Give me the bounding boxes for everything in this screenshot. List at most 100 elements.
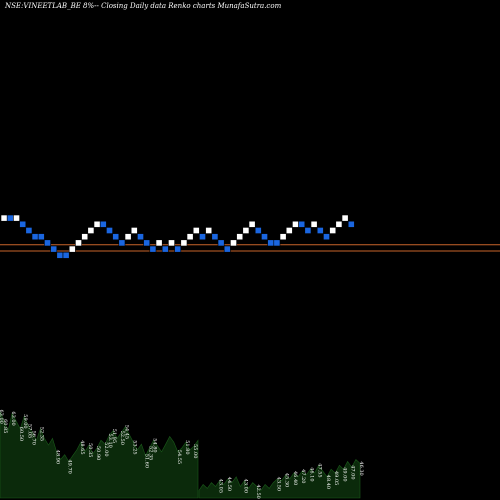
renko-brick-up bbox=[310, 220, 318, 228]
renko-brick-down bbox=[267, 239, 275, 247]
volume-label: 59.00 bbox=[22, 414, 28, 428]
volume-area bbox=[0, 411, 361, 499]
volume-label: 43.00 bbox=[242, 479, 248, 493]
volume-label: 63.00 bbox=[0, 410, 4, 424]
renko-brick-up bbox=[168, 239, 175, 247]
volume-label: 60.50 bbox=[18, 427, 24, 441]
volume-label: 46.40 bbox=[292, 471, 298, 485]
renko-brick-down bbox=[106, 227, 113, 234]
renko-brick-down bbox=[137, 233, 144, 241]
volume-label: 47.00 bbox=[350, 465, 356, 479]
volume-label: 48.65 bbox=[79, 440, 85, 454]
volume-label: 52.00 bbox=[103, 442, 109, 456]
volume-label: 52.35 bbox=[38, 427, 44, 441]
volume-label: 54.55 bbox=[176, 450, 182, 464]
renko-brick-down bbox=[112, 233, 120, 241]
renko-brick-down bbox=[19, 220, 27, 228]
renko-brick-down bbox=[37, 233, 45, 241]
renko-brick-down bbox=[261, 233, 268, 241]
renko-brick-up bbox=[68, 245, 76, 253]
renko-brick-down bbox=[161, 245, 169, 253]
renko-brick-up bbox=[192, 227, 200, 234]
volume-label: 53.25 bbox=[131, 440, 137, 454]
renko-brick-down bbox=[323, 233, 330, 241]
renko-brick-up bbox=[124, 233, 132, 241]
renko-brick-up bbox=[236, 233, 244, 241]
volume-label: 54.45 bbox=[123, 425, 129, 439]
volume-label: 52.35 bbox=[148, 446, 154, 460]
volume-label: 45.30 bbox=[284, 473, 290, 487]
renko-brick-up bbox=[93, 220, 101, 228]
renko-brick-down bbox=[25, 227, 33, 234]
renko-brick-up bbox=[87, 227, 95, 234]
volume-label: 42.50 bbox=[255, 485, 261, 499]
volume-label: 56.70 bbox=[30, 431, 36, 445]
reference-lines bbox=[0, 244, 500, 252]
volume-label: 52.50 bbox=[119, 431, 125, 445]
renko-brick-down bbox=[298, 220, 306, 228]
volume-label: 55.00 bbox=[192, 444, 198, 458]
volume-label: 51.60 bbox=[144, 454, 150, 468]
volume-segment-2 bbox=[198, 459, 361, 499]
renko-brick-down bbox=[223, 245, 231, 253]
volume-label: 50.35 bbox=[87, 443, 93, 457]
volume-label: 47.55 bbox=[317, 463, 323, 477]
renko-brick-up bbox=[13, 214, 20, 222]
renko-brick-down bbox=[56, 251, 64, 259]
volume-label: 46.30 bbox=[358, 461, 364, 475]
renko-brick-down bbox=[99, 220, 107, 228]
renko-brick-down bbox=[174, 245, 182, 253]
renko-brick-down bbox=[316, 227, 324, 234]
renko-brick-down bbox=[118, 239, 126, 247]
volume-label: 44.50 bbox=[226, 477, 232, 491]
renko-brick-up bbox=[180, 239, 188, 247]
volume-label: 60.85 bbox=[2, 419, 8, 433]
renko-brick-down bbox=[217, 239, 225, 247]
renko-brick-up bbox=[130, 227, 138, 234]
renko-brick-down bbox=[211, 233, 219, 241]
renko-brick-up bbox=[335, 220, 343, 228]
volume-label: 54.80 bbox=[152, 438, 158, 452]
renko-brick-down bbox=[44, 239, 51, 247]
volume-label: 48.40 bbox=[325, 475, 331, 489]
volume-label: 49.00 bbox=[342, 467, 348, 481]
chart-title: NSE:VINEETLAB_BE 8%-- Closing Daily data… bbox=[4, 2, 282, 10]
volume-label: 51.95 bbox=[111, 429, 117, 443]
volume-label: 49.05 bbox=[333, 471, 339, 485]
renko-brick-down bbox=[62, 251, 70, 259]
renko-brick-up bbox=[75, 239, 82, 247]
renko-brick-down bbox=[31, 233, 39, 241]
renko-brick-down bbox=[6, 214, 14, 222]
renko-brick-up bbox=[285, 227, 293, 234]
volume-label: 51.80 bbox=[184, 440, 190, 454]
renko-brick-down bbox=[254, 227, 262, 234]
volume-label: 49.70 bbox=[67, 460, 73, 474]
volume-label: 47.20 bbox=[300, 469, 306, 483]
volume-label: 43.50 bbox=[275, 477, 281, 491]
renko-brick-up bbox=[0, 214, 8, 222]
renko-brick-up bbox=[341, 214, 349, 222]
renko-brick-up bbox=[279, 233, 287, 241]
renko-brick-up bbox=[186, 233, 194, 241]
renko-brick-up bbox=[205, 227, 213, 234]
renko-brick-down bbox=[50, 245, 58, 253]
renko-brick-down bbox=[347, 220, 355, 228]
volume-label: 48.90 bbox=[55, 450, 61, 464]
volume-label: 63.00 bbox=[10, 411, 16, 425]
renko-brick-up bbox=[155, 239, 163, 247]
renko-brick-up bbox=[242, 227, 250, 234]
volume-label: 57.05 bbox=[26, 424, 32, 438]
volume-label: 46.10 bbox=[309, 467, 315, 481]
renko-brick-down bbox=[304, 227, 312, 234]
renko-brick-down bbox=[199, 233, 206, 241]
renko-bricks bbox=[0, 214, 355, 259]
renko-brick-up bbox=[248, 220, 256, 228]
renko-brick-up bbox=[292, 220, 299, 228]
volume-segment-1 bbox=[0, 411, 199, 499]
renko-brick-up bbox=[329, 227, 337, 234]
volume-label: 43.05 bbox=[218, 479, 224, 493]
renko-brick-down bbox=[143, 239, 151, 247]
